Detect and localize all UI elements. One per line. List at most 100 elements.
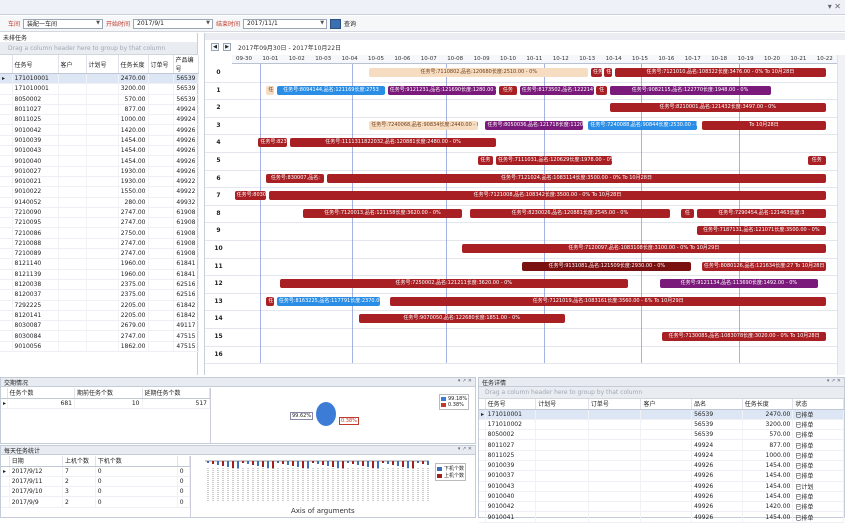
line-select[interactable]: 装配一车间▼: [23, 19, 103, 29]
column-header[interactable]: 订单号: [588, 399, 641, 409]
next-icon[interactable]: ▶: [223, 43, 231, 51]
task-bar[interactable]: 任: [596, 86, 607, 95]
task-bar[interactable]: 任务号:1111311822032,品名:120881长度:2480.00 - …: [290, 138, 496, 147]
task-bar[interactable]: 任: [266, 297, 274, 306]
column-header[interactable]: 任务长度: [742, 399, 793, 409]
task-bar[interactable]: 任务号:9070050,品名:122680长度:1851.00 - 0%: [359, 314, 565, 323]
task-bar[interactable]: 任务号:7121019,品名:1083161长度:3560.00 - 6% To…: [390, 297, 826, 306]
panel-controls-icon[interactable]: ▾ ↗ ✕: [458, 446, 472, 452]
window-controls-icon[interactable]: ▾ ✕: [828, 2, 841, 11]
task-bar[interactable]: 任务号:7121010,品名:108322长度:3476.00 - 0% To …: [615, 68, 826, 77]
task-bar[interactable]: 任务号:7121024,品名:1083114长度:3500.00 - 0% To…: [327, 174, 826, 183]
task-bar[interactable]: 任务号:8230026,品名:120881长度:2545.00 - 0%: [470, 209, 671, 218]
task-bar[interactable]: 任务号:7120013,品名:121158长度:3620.00 - 0%: [303, 209, 461, 218]
task-bar[interactable]: 任: [604, 68, 612, 77]
column-header[interactable]: 任务长度: [118, 55, 148, 74]
task-bar[interactable]: 任: [681, 209, 694, 218]
query-button[interactable]: 查询: [344, 19, 356, 28]
task-bar[interactable]: 任务号:7130085,品名:1083078长度:3020.00 - 0% To…: [662, 332, 826, 341]
end-date-picker[interactable]: 2017/11/1▼: [243, 19, 327, 29]
column-header[interactable]: 客户: [641, 399, 692, 409]
column-header[interactable]: 订单号: [148, 55, 173, 74]
prev-icon[interactable]: ◀: [211, 43, 219, 51]
task-bar[interactable]: 任务号:9082115,品名:122770长度:1948.00 - 0%: [610, 86, 771, 95]
column-header[interactable]: 延期任务个数: [142, 388, 210, 398]
task-bar[interactable]: 任务号:7187131,品名:121071长度:3500.00 - 0%: [697, 226, 826, 235]
task-bar[interactable]: 任务号:7240088,品名:90844长度:2530.00 - 0%: [588, 121, 696, 130]
column-header[interactable]: 下机个数: [95, 456, 177, 466]
column-header[interactable]: [177, 456, 189, 466]
gantt-scrollbar[interactable]: [837, 55, 845, 375]
task-bar[interactable]: 任务号:8173502,品名:122214长度: [520, 86, 594, 95]
task-bar[interactable]: 任务号:8230: [258, 138, 287, 147]
task-bar[interactable]: 任务: [808, 156, 826, 165]
column-header[interactable]: 任务个数: [7, 388, 75, 398]
panel-controls-icon[interactable]: ▾ ↗ ✕: [458, 378, 472, 384]
column-header[interactable]: 日期: [9, 456, 62, 466]
task-bar[interactable]: 任务号:9131081,品名:121509长度:2930.00 - 0%: [522, 262, 691, 271]
task-bar[interactable]: 任务号:8094144,品名:121169长度:2753: [277, 86, 385, 95]
stat-value[interactable]: 10: [75, 398, 143, 408]
task-bar[interactable]: 任务号:8050036,品名:121718长度:1120.00 - 0%: [485, 121, 583, 130]
start-date-picker[interactable]: 2017/9/1▼: [133, 19, 213, 29]
task-bar[interactable]: 任: [266, 86, 274, 95]
column-header[interactable]: 状态: [793, 399, 844, 409]
column-header[interactable]: 计划号: [86, 55, 118, 74]
task-bar[interactable]: 任务号:8210001,品名:121432长度:3497.00 - 0%: [610, 103, 826, 112]
task-bar[interactable]: 任务号:8030: [235, 191, 267, 200]
column-header[interactable]: 任务号: [485, 399, 536, 409]
query-icon[interactable]: [330, 19, 341, 29]
task-bar[interactable]: 任务号:8163225,品名:117791长度:2370.00 - 0%: [277, 297, 380, 306]
panel-controls-icon[interactable]: ▾ ↗ ✕: [827, 378, 841, 384]
task-bar[interactable]: 任务号:7250002,品名:121211长度:3620.00 - 0%: [280, 279, 628, 288]
column-header[interactable]: 期前任务个数: [75, 388, 143, 398]
column-header[interactable]: 任务号: [12, 55, 58, 74]
task-bar[interactable]: 任务号:830007,品名:: [266, 174, 324, 183]
task-bar[interactable]: 任务号:7120097,品名:1083108长度:3100.00 - 0% To…: [462, 244, 826, 253]
column-header[interactable]: 客户: [58, 55, 86, 74]
column-header[interactable]: 上机个数: [62, 456, 95, 466]
task-bar[interactable]: 任务号:7290454,品名:121463长度:3: [697, 209, 826, 218]
task-bar[interactable]: 任务号:7110802,品名:120680长度:2510.00 - 0%: [369, 68, 588, 77]
task-bar[interactable]: 任务: [478, 156, 494, 165]
task-bar[interactable]: 任务号:7111031,品名:120629长度:1978.00 - 0%: [496, 156, 612, 165]
column-header[interactable]: 品名: [692, 399, 743, 409]
